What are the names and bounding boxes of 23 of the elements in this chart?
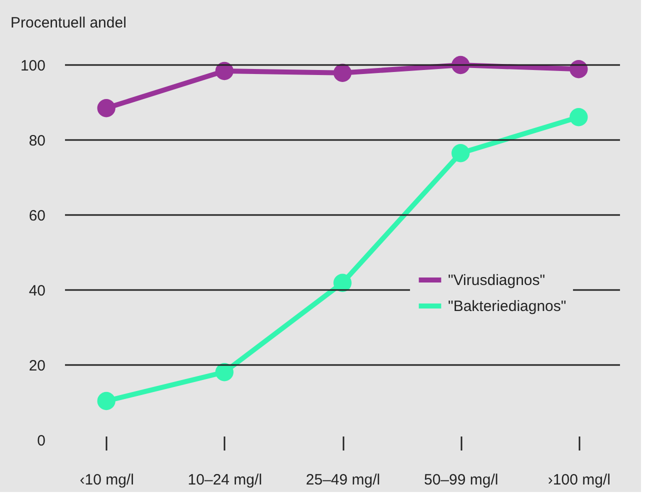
- x-tick-label: 50–99 mg/l: [424, 472, 498, 488]
- point: [333, 64, 352, 82]
- y-tick-label: 0: [37, 432, 46, 450]
- y-tick-label: 40: [28, 282, 46, 300]
- point: [97, 392, 116, 410]
- point: [215, 363, 234, 382]
- y-tick-label: 60: [28, 208, 46, 224]
- legend-label: "Bakteriediagnos": [448, 298, 566, 315]
- y-tick-label: 100: [20, 58, 46, 74]
- point: [215, 62, 234, 80]
- y-tick-label: 80: [28, 132, 46, 150]
- x-tick-label: 25–49 mg/l: [306, 472, 380, 488]
- point: [570, 108, 588, 126]
- y-tick-label: 20: [28, 358, 46, 374]
- x-tick-label: ‹10 mg/l: [80, 472, 134, 488]
- point: [570, 60, 588, 78]
- point: [97, 99, 116, 118]
- point: [452, 144, 470, 162]
- x-tick-label: 10–24 mg/l: [188, 472, 262, 488]
- point: [333, 274, 352, 292]
- y-axis-title: Procentuell andel: [10, 14, 126, 32]
- x-tick-label: ›100 mg/l: [548, 472, 610, 488]
- legend-label: "Virusdiagnos": [448, 272, 546, 289]
